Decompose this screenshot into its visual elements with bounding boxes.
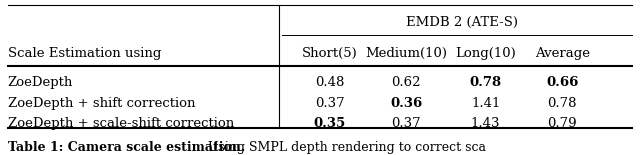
Text: ZoeDepth + shift correction: ZoeDepth + shift correction: [8, 97, 195, 110]
Text: Scale Estimation using: Scale Estimation using: [8, 47, 161, 60]
Text: 1.43: 1.43: [471, 117, 500, 130]
Text: ZoeDepth + scale-shift correction: ZoeDepth + scale-shift correction: [8, 117, 234, 130]
Text: Short(5): Short(5): [301, 47, 357, 60]
Text: 0.66: 0.66: [546, 76, 579, 89]
Text: 0.48: 0.48: [315, 76, 344, 89]
Text: 1.41: 1.41: [471, 97, 500, 110]
Text: 0.36: 0.36: [390, 97, 422, 110]
Text: ZoeDepth: ZoeDepth: [8, 76, 73, 89]
Text: Using SMPL depth rendering to correct sca: Using SMPL depth rendering to correct sc…: [204, 141, 486, 154]
Text: 0.37: 0.37: [391, 117, 421, 130]
Text: Table 1: Camera scale estimation.: Table 1: Camera scale estimation.: [8, 141, 245, 154]
Text: 0.78: 0.78: [547, 97, 577, 110]
Text: 0.37: 0.37: [315, 97, 344, 110]
Text: 0.79: 0.79: [547, 117, 577, 130]
Text: 0.62: 0.62: [391, 76, 420, 89]
Text: Average: Average: [534, 47, 589, 60]
Text: 0.78: 0.78: [470, 76, 502, 89]
Text: 0.35: 0.35: [314, 117, 346, 130]
Text: EMDB 2 (ATE-S): EMDB 2 (ATE-S): [406, 16, 518, 29]
Text: Medium(10): Medium(10): [365, 47, 447, 60]
Text: Long(10): Long(10): [455, 47, 516, 60]
